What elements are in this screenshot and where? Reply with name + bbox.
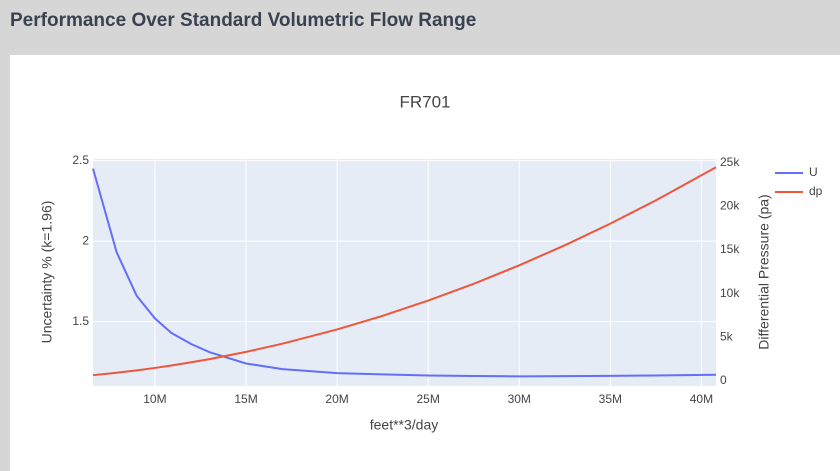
x-tick-label: 30M [508,392,531,406]
y2-tick-label: 25k [720,155,740,169]
series-line [92,168,717,378]
page-title: Performance Over Standard Volumetric Flo… [10,10,477,31]
x-tick-label: 40M [690,392,713,406]
y-axis-title: Uncertainty % (k=1.96) [39,201,55,344]
y2-axis-title: Differential Pressure (pa) [756,194,772,349]
y2-tick-label: 20k [720,199,740,213]
y-tick-label: 2 [82,233,89,247]
x-tick-label: 15M [234,392,257,406]
legend-label: U [809,165,818,179]
header: Performance Over Standard Volumetric Flo… [0,0,840,46]
series-line [92,166,717,377]
y2-tick-label: 0 [720,373,727,387]
x-tick-label: 25M [417,392,440,406]
y2-tick-label: 5k [720,329,734,343]
x-tick-label: 20M [325,392,348,406]
plot-area [93,159,716,386]
x-axis-title: feet**3/day [370,417,439,433]
chart-title: FR701 [399,92,450,111]
y-tick-label: 1.5 [72,314,89,328]
x-tick-label: 10M [143,392,166,406]
legend-label: dp [809,184,823,198]
x-tick-label: 35M [599,392,622,406]
y2-tick-label: 10k [720,286,740,300]
y-tick-label: 2.5 [72,153,89,167]
y2-tick-label: 15k [720,242,740,256]
